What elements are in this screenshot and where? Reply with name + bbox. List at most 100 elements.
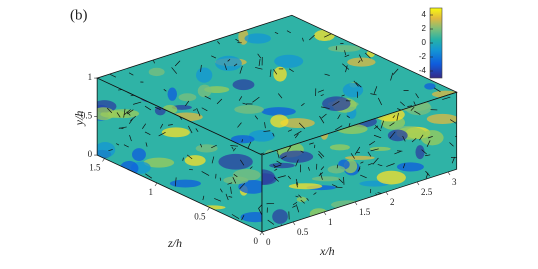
field-patch: [396, 162, 424, 172]
velocity-arrow: [317, 89, 324, 93]
velocity-arrow: [385, 38, 393, 43]
velocity-arrow: [171, 67, 178, 74]
velocity-arrow: [319, 115, 325, 124]
field-patch: [223, 176, 249, 185]
velocity-arrow: [126, 109, 134, 115]
velocity-arrow: [128, 118, 134, 125]
field-patch: [169, 179, 202, 188]
velocity-arrow: [427, 136, 433, 139]
field-patch: [347, 57, 376, 67]
face-left: [97, 78, 263, 232]
z-tick: [154, 182, 158, 187]
velocity-arrow: [306, 197, 309, 201]
velocity-arrow: [123, 108, 126, 118]
velocity-arrow: [415, 93, 419, 99]
velocity-arrow: [124, 109, 131, 115]
field-patch: [416, 212, 426, 227]
velocity-arrow: [202, 195, 205, 201]
x-tick-label: 2.5: [421, 187, 433, 197]
velocity-arrow: [381, 197, 386, 204]
velocity-arrow: [344, 50, 347, 56]
field-patch: [350, 223, 384, 232]
field-patch: [421, 213, 432, 222]
field-patch: [97, 107, 115, 121]
velocity-arrow: [320, 166, 325, 171]
velocity-arrow: [287, 175, 291, 180]
field-patch: [407, 29, 430, 34]
velocity-arrow: [239, 183, 246, 189]
velocity-arrow: [350, 153, 355, 159]
field-patch: [273, 66, 287, 82]
velocity-arrow: [302, 37, 304, 42]
velocity-arrow: [230, 145, 238, 147]
field-patch: [109, 196, 122, 212]
velocity-arrow: [409, 16, 411, 22]
velocity-arrow: [227, 182, 233, 185]
velocity-arrow: [363, 32, 368, 40]
field-patch: [288, 183, 323, 190]
velocity-arrow: [147, 22, 153, 24]
velocity-arrow: [372, 215, 378, 217]
z-tick-label: 1.5: [89, 163, 101, 173]
field-patch: [197, 84, 212, 98]
field-patch: [248, 130, 275, 142]
velocity-arrow: [118, 126, 127, 129]
velocity-arrow: [394, 151, 402, 155]
velocity-arrow: [120, 226, 128, 232]
field-patch: [180, 211, 192, 219]
velocity-arrow: [377, 204, 381, 209]
velocity-arrow: [214, 198, 222, 202]
velocity-arrow: [442, 96, 451, 100]
velocity-arrow: [359, 22, 364, 30]
velocity-arrow: [258, 59, 261, 67]
velocity-arrow: [373, 125, 379, 130]
velocity-arrow: [228, 196, 233, 198]
velocity-arrow: [269, 69, 272, 78]
velocity-arrow: [186, 154, 193, 160]
velocity-arrow: [219, 188, 223, 193]
velocity-arrow: [195, 128, 199, 133]
velocity-arrow: [274, 31, 279, 35]
velocity-arrow: [392, 68, 399, 75]
velocity-arrow: [162, 19, 169, 21]
velocity-arrow: [112, 47, 114, 51]
velocity-arrow: [344, 54, 350, 58]
velocity-arrow: [334, 29, 337, 34]
velocity-arrow: [371, 199, 377, 205]
velocity-arrow: [168, 124, 173, 126]
field-patch: [400, 189, 423, 195]
field-patch: [274, 54, 304, 68]
velocity-arrow: [389, 122, 395, 127]
x-tick: [261, 231, 265, 236]
velocity-arrow: [375, 125, 382, 132]
velocity-arrow: [173, 213, 180, 221]
velocity-arrow: [414, 228, 419, 230]
field-patch: [105, 31, 116, 37]
field-patch: [150, 20, 167, 33]
velocity-arrow: [426, 140, 431, 147]
x-tick: [385, 191, 389, 196]
field-patch: [195, 144, 218, 153]
velocity-arrow: [267, 219, 275, 225]
field-patch: [97, 175, 108, 186]
velocity-arrow: [241, 215, 245, 221]
velocity-arrow: [322, 15, 326, 18]
velocity-arrow: [211, 219, 220, 222]
velocity-arrow: [182, 157, 184, 161]
velocity-arrow: [293, 130, 302, 136]
velocity-arrow: [281, 155, 287, 159]
velocity-arrow: [377, 97, 383, 106]
field-patch: [137, 225, 151, 232]
velocity-arrow: [108, 149, 113, 152]
field-patch: [148, 67, 165, 77]
velocity-arrow: [346, 115, 350, 119]
field-patch: [420, 130, 444, 146]
field-patch: [114, 186, 132, 197]
velocity-arrow: [196, 107, 201, 117]
velocity-arrow: [364, 52, 371, 59]
velocity-arrow: [272, 164, 277, 168]
velocity-arrow: [254, 115, 259, 120]
velocity-arrow: [341, 219, 344, 224]
velocity-arrow: [358, 60, 361, 64]
velocity-arrow: [211, 156, 215, 164]
